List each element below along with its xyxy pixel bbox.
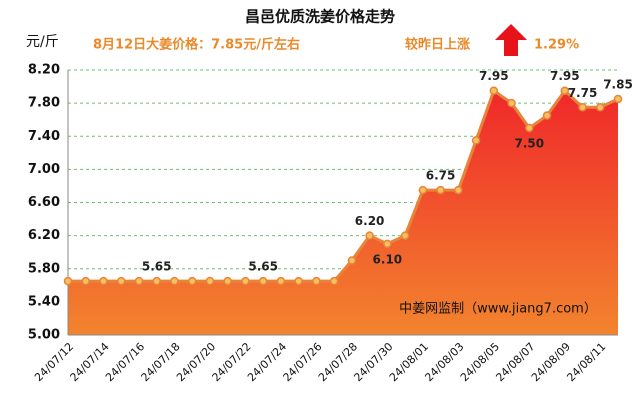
point [329,276,339,286]
point [99,276,108,286]
data-label: 6.10 [373,252,403,266]
data-label: 7.75 [568,86,598,100]
point [347,256,357,265]
point [525,123,534,133]
point [596,103,605,112]
point [418,185,428,195]
chart-title: 昌邑优质洗姜价格走势 [245,8,395,26]
point [489,86,499,95]
data-label: 5.65 [248,260,278,274]
point [152,276,161,286]
point [507,98,516,108]
point [276,276,286,286]
data-label: 6.75 [426,169,456,183]
point [294,276,303,286]
point [560,86,570,95]
point [471,136,481,145]
point [170,276,179,286]
data-label: 7.95 [550,69,580,83]
data-label: 6.20 [355,214,385,228]
data-label: 7.50 [514,136,544,150]
point [187,276,197,286]
point [205,276,215,286]
point [383,239,392,249]
y-tick-label: 5.40 [28,294,60,309]
point [116,276,126,286]
point [436,185,445,195]
y-tick-label: 7.80 [28,96,60,111]
point [223,276,232,286]
y-tick-label: 7.00 [28,162,60,177]
change-text: 较昨日上涨 [405,37,470,53]
data-label: 5.65 [142,260,172,274]
watermark: 中姜网监制（www.jiang7.com） [399,302,597,317]
y-tick-label: 6.20 [28,228,60,243]
y-unit: 元/斤 [26,34,59,50]
point [578,103,587,112]
subtitle: 8月12日大姜价格：7.85元/斤左右 [93,37,300,53]
data-label: 7.85 [603,77,633,91]
point [400,231,410,240]
up-arrow [495,24,527,56]
point [454,185,463,195]
y-tick-label: 6.60 [28,195,60,210]
y-tick-label: 5.00 [28,328,60,343]
point [365,231,374,240]
point [81,276,90,286]
point [258,276,268,286]
point [134,276,144,286]
y-tick-label: 8.20 [28,63,60,78]
y-tick-label: 5.80 [28,261,60,276]
point [241,276,250,286]
x-tick-label: 24/08/11 [564,340,608,384]
point [63,276,73,286]
point [613,94,623,104]
point [542,111,552,120]
data-label: 7.95 [479,69,509,83]
change-value: 1.29% [534,38,579,53]
y-tick-label: 7.40 [28,129,60,144]
point [312,276,321,286]
area [68,90,618,335]
